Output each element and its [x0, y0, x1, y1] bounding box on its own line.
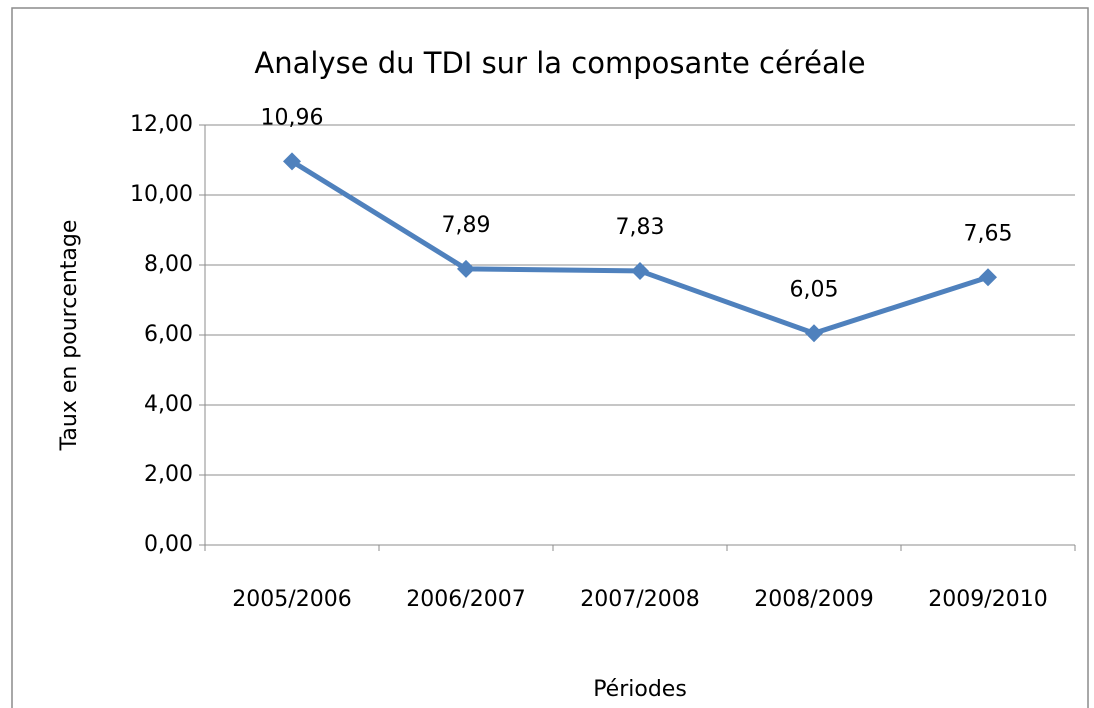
- chart-title: Analyse du TDI sur la composante céréale: [254, 46, 865, 80]
- data-label: 7,83: [616, 215, 665, 240]
- y-tick-label: 2,00: [144, 462, 193, 487]
- x-tick-label: 2005/2006: [232, 587, 351, 612]
- data-label: 7,89: [442, 213, 491, 238]
- y-tick-label: 6,00: [144, 322, 193, 347]
- x-tick-label: 2008/2009: [754, 587, 873, 612]
- x-tick-label: 2006/2007: [406, 587, 525, 612]
- data-point: [805, 324, 823, 343]
- y-tick-label: 0,00: [144, 532, 193, 557]
- data-label: 6,05: [790, 277, 839, 302]
- x-axis-label: Périodes: [593, 677, 687, 702]
- data-label: 10,96: [261, 105, 324, 130]
- y-tick-label: 12,00: [130, 112, 193, 137]
- y-tick-label: 8,00: [144, 252, 193, 277]
- data-point: [631, 261, 649, 280]
- x-tick-label: 2007/2008: [580, 587, 699, 612]
- x-tick-label: 2009/2010: [928, 587, 1047, 612]
- data-point: [283, 152, 301, 171]
- data-point: [979, 268, 997, 287]
- y-tick-label: 4,00: [144, 392, 193, 417]
- y-tick-label: 10,00: [130, 182, 193, 207]
- y-axis-label: Taux en pourcentage: [57, 220, 82, 452]
- data-label: 7,65: [964, 221, 1013, 246]
- data-point: [457, 259, 475, 278]
